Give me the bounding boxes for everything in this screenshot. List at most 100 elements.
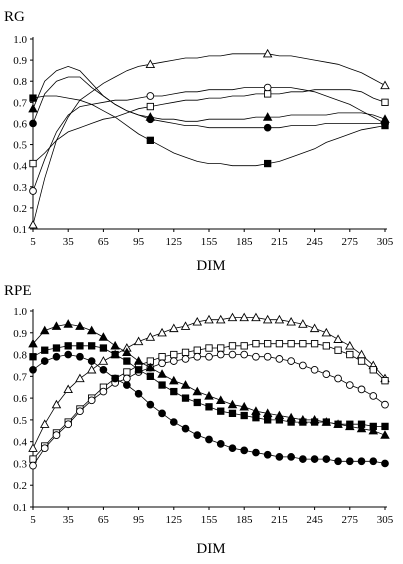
x-tick-label: 305: [377, 514, 394, 526]
data-point: [381, 422, 389, 431]
data-point: [381, 377, 389, 385]
data-point: [334, 346, 342, 354]
series-line: [32, 317, 386, 449]
data-point: [111, 350, 119, 359]
data-point: [252, 340, 260, 348]
data-point: [133, 356, 144, 365]
y-tick-label: 0.9: [13, 55, 27, 67]
x-tick-label: 65: [98, 514, 110, 526]
data-point: [180, 321, 191, 330]
series-square-open: [29, 89, 389, 168]
x-tick-label: 275: [342, 236, 359, 248]
series-line: [32, 53, 386, 225]
data-point: [75, 321, 85, 330]
data-point: [369, 422, 377, 431]
data-point: [146, 372, 154, 380]
data-point: [123, 374, 131, 383]
x-tick-label: 95: [133, 514, 145, 526]
data-point: [205, 435, 213, 444]
data-point: [380, 80, 390, 90]
data-point: [322, 418, 330, 426]
data-point: [322, 370, 331, 379]
data-point: [252, 352, 260, 361]
data-point: [380, 430, 390, 439]
y-tick-label: 1.0: [13, 306, 27, 318]
data-point: [334, 420, 342, 428]
data-point: [309, 323, 320, 333]
data-point: [193, 398, 201, 407]
x-tick-label: 245: [306, 514, 323, 526]
y-tick-label: 0.8: [13, 76, 27, 88]
x-tick-label: 155: [201, 236, 218, 248]
data-point: [145, 362, 156, 372]
data-point: [192, 316, 203, 326]
data-point: [204, 391, 214, 400]
data-point: [275, 355, 284, 363]
data-point: [228, 342, 237, 350]
series-square-filled: [29, 342, 389, 431]
data-point: [51, 321, 62, 330]
data-point: [321, 327, 332, 337]
data-point: [217, 407, 225, 415]
rpe-chart-canvas: 0.1 0.2 0.3 0.4 0.5 0.6 0.7 0.8 0.9 1.0 5 35 65 95 125…: [13, 306, 394, 526]
data-point: [215, 314, 226, 324]
data-point: [217, 344, 225, 352]
data-point: [28, 443, 38, 452]
data-point: [369, 392, 378, 400]
data-point: [86, 325, 97, 335]
data-point: [122, 347, 132, 357]
data-point: [64, 350, 73, 359]
y-tick-label: 0.3: [13, 458, 27, 470]
data-point: [181, 355, 190, 363]
series-line: [32, 76, 385, 129]
x-tick-label: 185: [236, 514, 253, 526]
y-tick-label: 0.2: [13, 203, 27, 215]
x-tick-label: 5: [30, 514, 36, 526]
data-point: [158, 359, 166, 368]
data-point: [346, 420, 354, 428]
data-point: [76, 352, 84, 361]
data-point: [28, 103, 38, 113]
data-point: [333, 334, 343, 343]
data-point: [287, 357, 295, 365]
data-point: [180, 380, 191, 389]
data-point: [275, 340, 284, 348]
data-point: [29, 461, 37, 470]
data-point: [110, 340, 120, 350]
data-point: [239, 312, 249, 322]
x-tick-label: 35: [63, 236, 75, 248]
x-tick-label: 305: [377, 236, 394, 248]
series-line: [32, 323, 386, 436]
data-point: [181, 394, 190, 402]
data-point: [299, 361, 307, 370]
data-point: [263, 123, 272, 132]
x-tick-label: 65: [98, 236, 110, 248]
data-point: [63, 319, 73, 328]
data-point: [111, 374, 119, 383]
data-point: [51, 399, 62, 409]
data-point: [240, 350, 249, 359]
data-point: [40, 444, 49, 453]
y-tick-label: 0.7: [13, 97, 27, 109]
series-line: [32, 87, 386, 192]
data-point: [369, 457, 378, 466]
data-point: [299, 455, 307, 463]
y-tick-label: 0.3: [13, 182, 27, 194]
data-point: [263, 352, 272, 361]
data-point: [29, 187, 37, 195]
data-point: [228, 350, 237, 359]
data-point: [98, 332, 109, 341]
data-point: [345, 457, 354, 466]
data-point: [228, 409, 237, 418]
series-triangle-open: [28, 312, 390, 452]
data-point: [123, 368, 131, 376]
data-point: [145, 332, 156, 341]
data-point: [205, 403, 213, 411]
data-point: [52, 352, 61, 361]
series-triangle-open: [28, 48, 390, 229]
data-point: [29, 94, 37, 102]
data-point: [123, 381, 131, 389]
data-point: [63, 384, 73, 394]
data-point: [240, 446, 249, 455]
data-point: [287, 453, 295, 461]
